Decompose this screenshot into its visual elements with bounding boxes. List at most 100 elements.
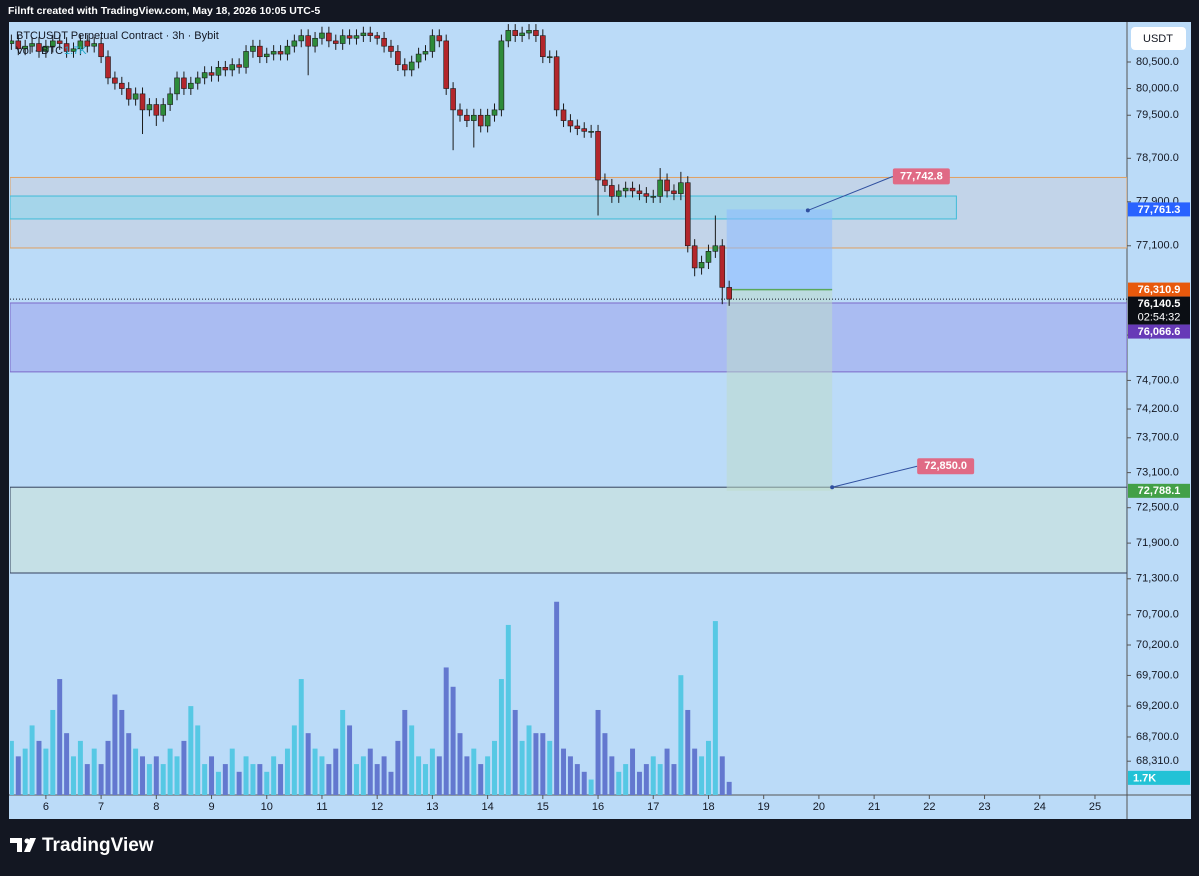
candle-body <box>388 45 394 52</box>
volume-bar <box>692 748 698 795</box>
candle-body <box>270 51 277 55</box>
volume-bar <box>250 764 256 795</box>
candle-body <box>243 51 249 68</box>
y-tick-label: 79,500.0 <box>1136 109 1179 121</box>
candle-body <box>491 109 498 116</box>
candle-body <box>505 30 512 42</box>
candle-body <box>326 32 332 42</box>
candle-body <box>312 37 318 47</box>
y-tick-label: 71,900.0 <box>1136 537 1179 549</box>
callout-line <box>832 465 918 488</box>
candle-body <box>726 287 732 300</box>
y-tick-label: 70,700.0 <box>1136 609 1179 621</box>
candle-body <box>402 64 408 71</box>
x-tick-label: 17 <box>647 801 659 813</box>
candle-body <box>581 128 588 132</box>
volume-bar <box>360 756 366 795</box>
volume-bar <box>291 725 297 795</box>
candle-body <box>664 179 670 192</box>
candle-body <box>353 35 360 39</box>
volume-bar <box>657 764 663 795</box>
volume-bar <box>153 756 159 795</box>
volume-bar <box>229 748 235 795</box>
candle-body <box>291 40 298 47</box>
callout-line <box>807 175 894 211</box>
y-tick-label: 80,500.0 <box>1136 56 1179 68</box>
y-tick-label: 80,000.0 <box>1136 82 1179 94</box>
candle-body <box>305 35 311 47</box>
volume-bar <box>84 764 90 795</box>
candle-body <box>395 51 401 65</box>
candle-body <box>636 190 643 194</box>
candle-body <box>250 45 256 52</box>
candle-body <box>36 43 42 52</box>
candle-body <box>160 104 167 116</box>
zone <box>10 176 1127 249</box>
candle-body <box>519 32 525 36</box>
volume-bar <box>15 756 21 795</box>
candle-body <box>712 245 719 252</box>
callout-label: 72,850.0 <box>924 460 967 472</box>
candle-body <box>540 35 546 58</box>
candle-body <box>464 114 470 121</box>
currency-label[interactable]: USDT <box>1143 33 1173 45</box>
volume-bar <box>326 764 332 795</box>
candle-body <box>471 114 477 121</box>
y-tick-label: 68,310.0 <box>1136 755 1179 767</box>
candle-body <box>574 125 581 129</box>
x-tick-label: 14 <box>481 801 493 813</box>
candle-body <box>56 40 63 44</box>
currency-button[interactable] <box>1131 27 1186 50</box>
volume-bar <box>77 740 83 795</box>
candle-body <box>381 37 387 47</box>
volume-bar <box>57 679 63 795</box>
x-tick-label: 7 <box>98 801 104 813</box>
candle-body <box>174 77 180 95</box>
candle-body <box>146 104 153 111</box>
volume-bar <box>581 771 587 795</box>
x-tick-label: 6 <box>43 801 49 813</box>
volume-bar <box>671 764 677 795</box>
volume-bar <box>616 771 622 795</box>
volume-bar <box>105 740 111 795</box>
position-risk <box>726 209 833 290</box>
volume-bar <box>395 740 401 795</box>
x-tick-label: 24 <box>1034 801 1046 813</box>
candle-body <box>63 43 70 52</box>
volume-bar <box>719 756 725 795</box>
candle-body <box>443 40 449 89</box>
candle-body <box>512 30 519 36</box>
candle-body <box>553 56 560 111</box>
candle-body <box>91 43 97 47</box>
x-tick-label: 21 <box>868 801 880 813</box>
candle-body <box>629 187 636 192</box>
candle-body <box>450 88 456 111</box>
volume-bar <box>353 764 359 795</box>
price-tag <box>1128 324 1190 339</box>
volume-bar <box>429 748 435 795</box>
volume-bar <box>202 764 208 795</box>
volume-bar <box>623 764 629 795</box>
x-tick-label: 18 <box>702 801 714 813</box>
price-tag-label: 1.7K <box>1133 772 1156 784</box>
candle-body <box>263 53 270 58</box>
volume-bar <box>43 748 49 795</box>
volume-bar <box>533 733 539 795</box>
volume-bar <box>595 709 601 795</box>
legend-volume: Vol · BTC <box>16 45 63 57</box>
volume-bar <box>140 756 146 795</box>
volume-bar <box>312 748 318 795</box>
volume-bar <box>167 748 173 795</box>
volume-bar <box>464 756 470 795</box>
candle-body <box>181 77 187 89</box>
volume-bar <box>215 771 221 795</box>
volume-bar <box>236 771 242 795</box>
volume-bar <box>188 706 194 795</box>
volume-bar <box>22 748 28 795</box>
volume-bar <box>678 675 684 795</box>
volume-bar <box>423 764 428 795</box>
volume-bar <box>443 667 449 795</box>
candle-body <box>643 193 650 197</box>
volume-bar <box>567 756 573 795</box>
volume-bar <box>271 756 277 795</box>
